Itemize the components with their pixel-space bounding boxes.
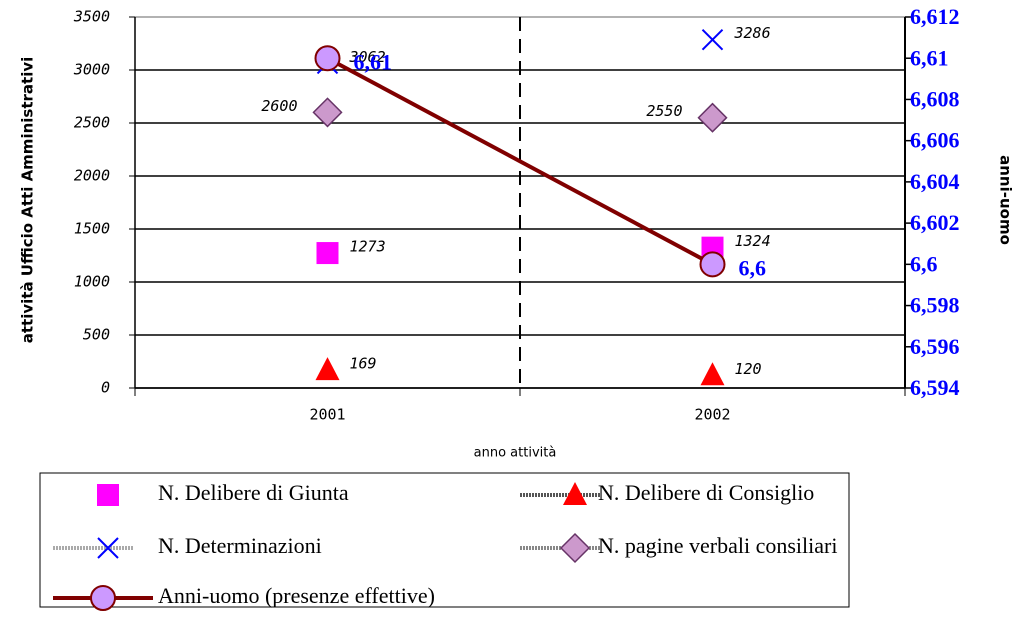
legend-label: N. pagine verbali consiliari <box>598 533 837 558</box>
marker <box>697 102 728 133</box>
marker <box>90 585 116 611</box>
data-label: 6,61 <box>354 49 393 74</box>
data-label: 2550 <box>646 102 682 120</box>
y2-tick-label: 6,612 <box>910 4 960 29</box>
legend-box <box>39 472 850 608</box>
y-tick-label: 3500 <box>73 8 110 26</box>
marker <box>314 45 341 72</box>
marker <box>701 28 724 51</box>
data-label: 1324 <box>735 232 771 250</box>
data-label: 2600 <box>261 97 297 115</box>
y-tick-label: 2500 <box>74 114 110 132</box>
data-label: 169 <box>350 355 377 373</box>
x-tick-label: 2002 <box>694 406 730 424</box>
marker <box>312 97 343 128</box>
marker <box>315 357 340 381</box>
y-tick-label: 0 <box>101 379 110 397</box>
y2-tick-label: 6,602 <box>910 210 960 235</box>
marker <box>559 532 591 564</box>
marker <box>97 484 119 506</box>
x-tick-label: 2001 <box>309 406 345 424</box>
legend-label: N. Determinazioni <box>158 533 322 558</box>
y-tick-label: 1000 <box>74 273 110 291</box>
data-label: 3062 <box>349 48 386 66</box>
legend-label: N. Delibere di Consiglio <box>598 480 814 505</box>
y-tick-label: 500 <box>83 326 110 344</box>
y2-tick-label: 6,598 <box>910 293 960 318</box>
y2-axis-title: anni-uomo <box>997 155 1015 245</box>
data-label: 120 <box>735 360 762 378</box>
series-line <box>326 56 714 267</box>
data-label: 1273 <box>350 238 386 256</box>
y-tick-label: 3000 <box>73 61 110 79</box>
y2-tick-label: 6,6 <box>910 251 938 276</box>
x-axis-title: anno attività <box>474 446 557 461</box>
marker <box>563 482 587 505</box>
y2-tick-label: 6,61 <box>910 45 949 70</box>
legend-label: Anni-uomo (presenze effettive) <box>158 583 435 608</box>
legend-label: N. Delibere di Giunta <box>158 480 349 505</box>
y-axis-title: attività Ufficio Atti Amministrativi <box>19 57 37 344</box>
y2-tick-label: 6,608 <box>910 86 960 111</box>
y-tick-label: 2000 <box>74 167 110 185</box>
y2-tick-label: 6,606 <box>910 128 960 153</box>
marker <box>316 242 339 265</box>
y-tick-label: 1500 <box>74 220 110 238</box>
data-label: 6,6 <box>739 255 767 280</box>
marker <box>699 251 726 278</box>
y2-tick-label: 6,604 <box>910 169 960 194</box>
y2-tick-label: 6,594 <box>910 375 960 400</box>
y2-tick-label: 6,596 <box>910 334 960 359</box>
data-label: 3286 <box>734 24 771 42</box>
marker <box>700 362 725 386</box>
marker <box>97 537 119 559</box>
